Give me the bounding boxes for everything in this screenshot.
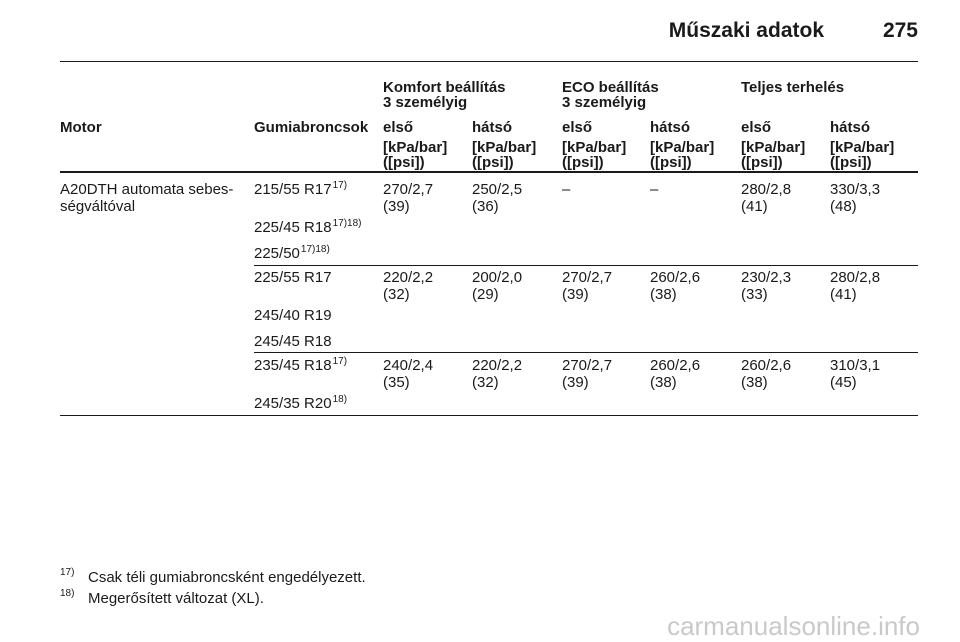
table-header-rule	[60, 171, 918, 173]
header-rule	[60, 61, 918, 62]
pressure-value: 230/2,3	[741, 269, 792, 286]
group-header: ECO beállítás	[562, 79, 659, 96]
pressure-value: (39)	[383, 198, 410, 215]
tire-size: 215/55 R1717)	[254, 180, 348, 200]
group-header: 3 személyig	[562, 94, 647, 111]
unit-label: ([psi])	[650, 154, 692, 171]
group-header: Teljes terhelés	[741, 79, 845, 96]
pressure-value: –	[650, 181, 659, 198]
pressure-value: (32)	[383, 286, 410, 303]
row-rule	[60, 415, 918, 416]
column-header: hátsó	[472, 119, 513, 136]
row-rule	[254, 352, 918, 353]
tire-size-text: 235/45 R18	[254, 357, 332, 374]
unit-label: [kPa/bar]	[562, 139, 627, 156]
pressure-value: (38)	[650, 286, 677, 303]
footnote-ref: 17)18)	[332, 218, 362, 229]
group-header: Komfort beállítás	[383, 79, 506, 96]
pressure-value: 260/2,6	[650, 357, 701, 374]
tire-size-text: 225/50	[254, 245, 300, 262]
tire-size: 225/5017)18)	[254, 244, 330, 264]
pressure-value: 260/2,6	[741, 357, 792, 374]
pressure-value: (48)	[830, 198, 857, 215]
tire-size-text: 215/55 R17	[254, 181, 332, 198]
column-header: első	[562, 119, 593, 136]
watermark: carmanualsonline.info	[667, 611, 920, 641]
pressure-value: (36)	[472, 198, 499, 215]
tire-size: 245/35 R2018)	[254, 394, 348, 414]
tire-size: 245/40 R19	[254, 307, 332, 324]
page-number: 275	[882, 19, 918, 42]
unit-label: ([psi])	[830, 154, 872, 171]
pressure-value: 220/2,2	[383, 269, 434, 286]
pressure-value: (45)	[830, 374, 857, 391]
unit-label: [kPa/bar]	[650, 139, 715, 156]
pressure-value: (33)	[741, 286, 768, 303]
tire-size-text: 225/55 R17	[254, 269, 332, 286]
footnote-mark: 18)	[60, 588, 75, 599]
tire-size: 245/45 R18	[254, 333, 332, 350]
motor-name: A20DTH automata sebes-	[60, 181, 234, 198]
tire-size: 235/45 R1817)	[254, 356, 348, 376]
pressure-value: 280/2,8	[830, 269, 881, 286]
pressure-value: 240/2,4	[383, 357, 434, 374]
pressure-value: 310/3,1	[830, 357, 881, 374]
pressure-value: 280/2,8	[741, 181, 792, 198]
tire-size-text: 245/40 R19	[254, 307, 332, 324]
column-header: első	[741, 119, 772, 136]
pressure-value: (39)	[562, 286, 589, 303]
pressure-value: 270/2,7	[562, 357, 613, 374]
pressure-value: (41)	[741, 198, 768, 215]
tire-size: 225/55 R17	[254, 269, 332, 286]
footnote-ref: 18)	[332, 394, 348, 405]
pressure-value: –	[562, 181, 571, 198]
unit-label: ([psi])	[562, 154, 604, 171]
pressure-value: 270/2,7	[562, 269, 613, 286]
footnote-ref: 17)18)	[300, 244, 330, 255]
column-header: Gumiabroncsok	[254, 119, 369, 136]
pressure-value: (38)	[650, 374, 677, 391]
unit-label: ([psi])	[741, 154, 783, 171]
row-rule	[254, 265, 918, 266]
group-header: 3 személyig	[383, 94, 468, 111]
column-header: hátsó	[650, 119, 691, 136]
tire-size-text: 225/45 R18	[254, 219, 332, 236]
pressure-value: (38)	[741, 374, 768, 391]
footnote-mark: 17)	[60, 567, 75, 578]
column-header: első	[383, 119, 414, 136]
pressure-value: (39)	[562, 374, 589, 391]
pressure-value: 200/2,0	[472, 269, 523, 286]
pressure-value: (41)	[830, 286, 857, 303]
column-header: hátsó	[830, 119, 871, 136]
tire-size: 225/45 R1817)18)	[254, 218, 362, 238]
pressure-value: 330/3,3	[830, 181, 881, 198]
footnote-ref: 17)	[332, 356, 348, 367]
tire-size-text: 245/45 R18	[254, 333, 332, 350]
pressure-value: 220/2,2	[472, 357, 523, 374]
unit-label: [kPa/bar]	[472, 139, 537, 156]
pressure-value: (29)	[472, 286, 499, 303]
column-header: Motor	[60, 119, 102, 136]
header-title: Műszaki adatok	[668, 19, 824, 42]
motor-name: ségváltóval	[60, 198, 136, 215]
pressure-value: 250/2,5	[472, 181, 523, 198]
tire-size-text: 245/35 R20	[254, 395, 332, 412]
unit-label: [kPa/bar]	[383, 139, 448, 156]
pressure-value: (32)	[472, 374, 499, 391]
unit-label: ([psi])	[472, 154, 514, 171]
pressure-value: 260/2,6	[650, 269, 701, 286]
pressure-value: (35)	[383, 374, 410, 391]
unit-label: [kPa/bar]	[830, 139, 895, 156]
pressure-value: 270/2,7	[383, 181, 434, 198]
footnote-text: Csak téli gumiabroncsként engedélyezett.	[88, 569, 366, 586]
footnote-text: Megerősített változat (XL).	[88, 590, 264, 607]
unit-label: ([psi])	[383, 154, 425, 171]
unit-label: [kPa/bar]	[741, 139, 806, 156]
footnote-ref: 17)	[332, 180, 348, 191]
